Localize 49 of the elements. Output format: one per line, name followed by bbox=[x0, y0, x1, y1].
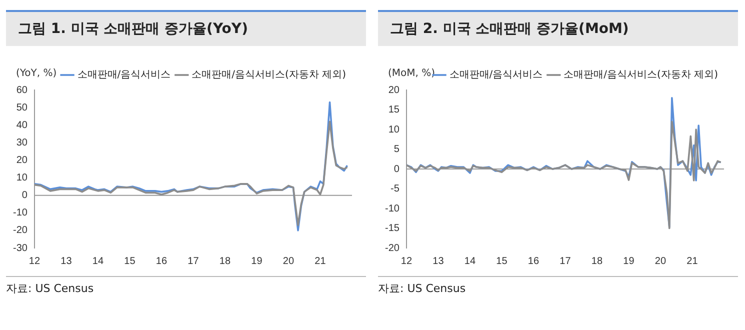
y-tick-label: -5 bbox=[390, 184, 400, 194]
legend-label: 소매판매/음식서비스(자동차 제외) bbox=[192, 70, 346, 81]
x-tick-label: 21 bbox=[686, 256, 698, 267]
y-tick-label: 50 bbox=[16, 102, 28, 114]
x-tick-label: 16 bbox=[156, 256, 168, 267]
y-tick-label: -10 bbox=[385, 203, 400, 214]
y-tick-label: -20 bbox=[385, 242, 400, 254]
x-tick-label: 18 bbox=[591, 256, 603, 267]
x-tick-label: 16 bbox=[528, 256, 540, 267]
x-tick-label: 21 bbox=[314, 256, 326, 267]
y-tick-label: 20 bbox=[16, 154, 28, 166]
x-tick-label: 18 bbox=[219, 256, 231, 267]
y-tick-label: 5 bbox=[394, 144, 400, 155]
y-tick-label: 15 bbox=[388, 104, 400, 116]
x-tick-label: 20 bbox=[282, 256, 294, 267]
x-tick-label: 17 bbox=[560, 256, 572, 267]
y-tick-label: -10 bbox=[13, 208, 28, 219]
x-tick-label: 14 bbox=[92, 256, 104, 267]
y-axis-title: (YoY, %) bbox=[16, 68, 57, 79]
x-tick-label: 19 bbox=[251, 256, 263, 267]
x-tick-label: 13 bbox=[60, 256, 72, 267]
x-tick-label: 17 bbox=[188, 256, 200, 267]
y-tick-label: 20 bbox=[388, 84, 400, 96]
x-tick-label: 14 bbox=[464, 256, 476, 267]
y-tick-label: -15 bbox=[385, 223, 400, 234]
y-tick-label: -20 bbox=[13, 225, 28, 236]
x-tick-label: 15 bbox=[124, 256, 136, 267]
y-tick-label: 30 bbox=[16, 137, 28, 148]
x-tick-label: 15 bbox=[496, 256, 508, 267]
text: 자료: US Census bbox=[6, 276, 366, 296]
x-tick-label: 19 bbox=[623, 256, 635, 267]
x-tick-label: 12 bbox=[28, 256, 40, 267]
y-tick-label: 0 bbox=[394, 164, 400, 175]
y-tick-label: -30 bbox=[13, 242, 28, 254]
legend-label: 소매판매/음식서비스 bbox=[77, 70, 171, 81]
chart-title: 그림 1. 미국 소매판매 증가율(YoY) bbox=[6, 10, 366, 46]
chart-title: 그림 2. 미국 소매판매 증가율(MoM) bbox=[378, 10, 738, 46]
x-tick-label: 13 bbox=[432, 256, 444, 267]
y-tick-label: 10 bbox=[388, 124, 400, 136]
y-tick-label: 10 bbox=[16, 172, 28, 184]
text: 자료: US Census bbox=[378, 276, 738, 296]
y-axis-title: (MoM, %) bbox=[388, 68, 436, 79]
legend-label: 소매판매/음식서비스(자동차 제외) bbox=[564, 70, 718, 81]
legend-label: 소매판매/음식서비스 bbox=[449, 70, 543, 81]
x-tick-label: 12 bbox=[400, 256, 412, 267]
y-tick-label: 60 bbox=[16, 84, 28, 96]
x-tick-label: 20 bbox=[654, 256, 666, 267]
y-tick-label: 0 bbox=[22, 190, 28, 202]
y-tick-label: 40 bbox=[16, 120, 28, 131]
